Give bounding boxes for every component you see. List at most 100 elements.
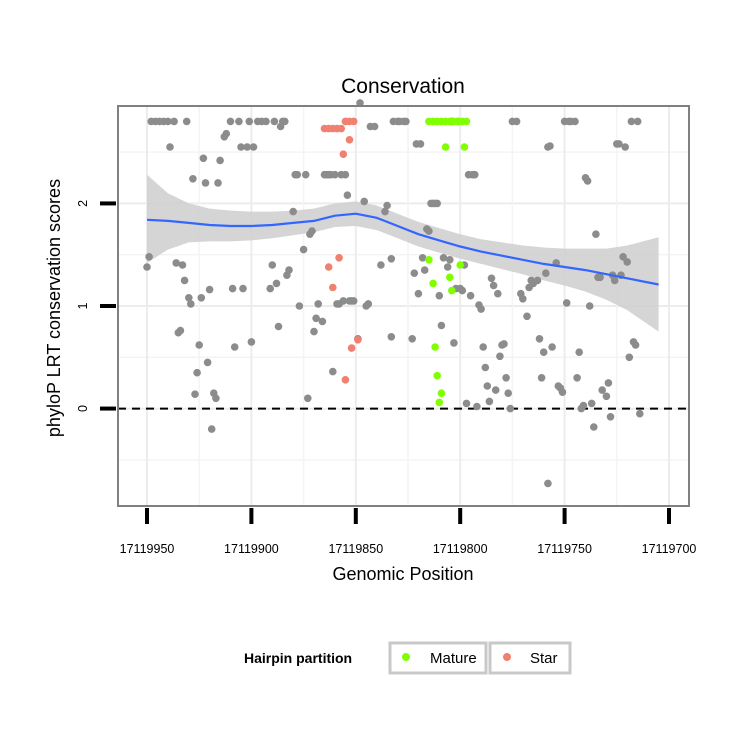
data-point-other <box>615 140 623 148</box>
data-point-other <box>201 179 210 187</box>
data-point-other <box>295 302 304 310</box>
legend-key-star <box>503 653 511 661</box>
data-point-other <box>262 117 270 126</box>
data-point-other <box>408 335 417 343</box>
y-axis-label: phyloP LRT conservation scores <box>44 179 64 437</box>
legend-title: Hairpin partition <box>244 650 352 666</box>
data-point-other <box>548 343 556 351</box>
data-point-other <box>546 142 554 150</box>
data-point-star <box>354 336 362 344</box>
data-point-other <box>606 413 615 421</box>
chart-title: Conservation <box>341 75 465 98</box>
data-point-other <box>502 374 510 382</box>
data-point-other <box>592 230 600 238</box>
data-point-other <box>610 276 619 285</box>
data-point-other <box>450 339 458 347</box>
x-axis: 17119950 17119900 17119850 17119800 17119750… <box>120 508 696 556</box>
data-point-other <box>172 259 180 267</box>
data-point-other <box>182 117 191 126</box>
data-point-other <box>312 314 320 323</box>
data-point-other <box>500 340 508 348</box>
data-point-other <box>619 252 627 261</box>
data-point-other <box>285 266 293 274</box>
data-point-other <box>226 117 235 126</box>
data-point-star <box>345 136 354 144</box>
data-point-other <box>458 286 467 295</box>
data-point-mature <box>437 389 446 398</box>
data-point-other <box>360 197 369 206</box>
data-point-other <box>329 367 337 376</box>
data-point-other <box>191 390 199 399</box>
legend: Hairpin partition Mature Star <box>244 641 572 675</box>
data-point-other <box>575 348 583 357</box>
data-point-other <box>341 170 350 179</box>
data-point-other <box>197 294 206 302</box>
data-point-other <box>446 255 454 264</box>
data-point-other <box>281 117 289 126</box>
legend-label-star: Star <box>530 650 558 667</box>
data-point-other <box>339 297 348 305</box>
data-point-other <box>145 252 153 261</box>
data-point-other <box>207 425 216 433</box>
data-point-other <box>170 117 178 126</box>
data-point-other <box>266 284 275 293</box>
data-point-other <box>235 117 243 126</box>
data-point-other <box>193 368 201 377</box>
data-point-other <box>504 389 512 398</box>
data-point-other <box>491 386 500 394</box>
data-point-other <box>481 363 490 372</box>
data-point-other <box>587 399 596 408</box>
data-point-other <box>435 291 444 300</box>
data-point-other <box>631 341 640 349</box>
data-point-star <box>335 253 343 262</box>
data-point-other <box>247 338 256 346</box>
data-point-other <box>636 409 644 418</box>
data-point-other <box>571 117 579 126</box>
data-point-other <box>471 170 479 179</box>
data-point-other <box>433 199 442 208</box>
data-point-other <box>420 266 429 274</box>
data-point-other <box>239 284 247 293</box>
x-tick-label: 17119750 <box>537 542 592 556</box>
data-point-other <box>237 143 245 151</box>
data-point-other <box>602 392 611 401</box>
data-point-other <box>195 341 203 349</box>
data-point-other <box>544 479 552 488</box>
y-axis: 0 1 2 <box>76 200 116 412</box>
data-point-other <box>228 284 237 293</box>
data-point-other <box>304 394 312 403</box>
data-point-other <box>249 143 258 151</box>
data-point-other <box>487 274 496 283</box>
data-point-other <box>199 154 208 163</box>
data-point-other <box>573 374 581 382</box>
data-point-other <box>293 170 302 179</box>
data-point-other <box>222 129 231 138</box>
data-point-other <box>519 295 527 303</box>
data-point-other <box>533 276 542 285</box>
data-point-other <box>537 374 546 382</box>
data-point-other <box>203 358 212 367</box>
data-point-other <box>216 156 224 165</box>
data-point-other <box>180 276 189 285</box>
data-point-other <box>414 289 423 298</box>
data-point-other <box>479 343 488 351</box>
data-point-mature <box>431 343 439 351</box>
data-point-other <box>143 263 151 271</box>
data-point-mature <box>425 255 433 264</box>
data-point-star <box>324 263 333 271</box>
data-point-star <box>329 283 337 292</box>
data-point-other <box>318 317 327 326</box>
legend-label-mature: Mature <box>430 650 477 667</box>
data-point-other <box>523 312 531 321</box>
data-point-other <box>598 386 606 394</box>
data-point-other <box>245 117 254 126</box>
data-point-other <box>494 289 502 298</box>
data-point-mature <box>441 143 450 151</box>
data-point-other <box>205 285 214 294</box>
data-point-other <box>462 399 471 408</box>
data-point-mature <box>435 398 444 407</box>
data-point-other <box>243 143 251 151</box>
data-point-other <box>425 227 433 235</box>
data-point-other <box>410 269 419 278</box>
